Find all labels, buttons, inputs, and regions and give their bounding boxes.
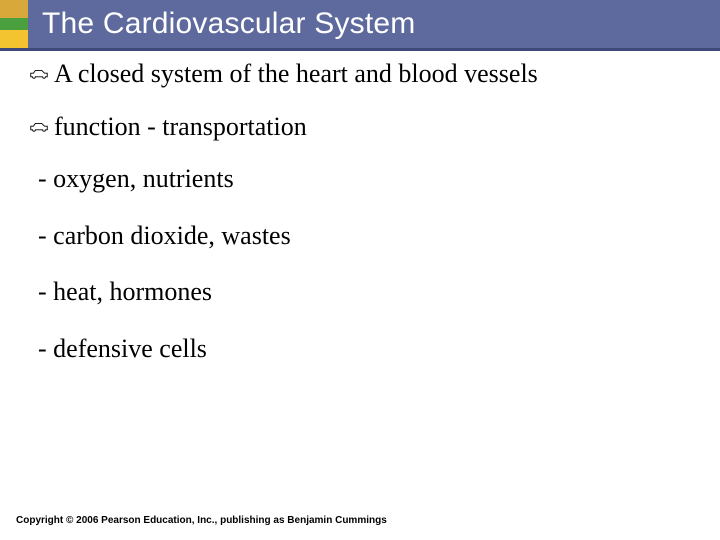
sub-item-1: - carbon dioxide, wastes [38, 220, 700, 253]
slide-content: A closed system of the heart and blood v… [28, 58, 700, 389]
title-bar: The Cardiovascular System [0, 0, 720, 48]
slide-title: The Cardiovascular System [0, 7, 415, 41]
sub-item-0: - oxygen, nutrients [38, 163, 700, 196]
car-icon [28, 117, 50, 139]
slide: The Cardiovascular System A closed syste… [0, 0, 720, 540]
bullet-text-0: A closed system of the heart and blood v… [54, 58, 700, 91]
copyright-footer: Copyright © 2006 Pearson Education, Inc.… [16, 515, 387, 526]
title-underline [0, 48, 720, 51]
sub-item-3: - defensive cells [38, 333, 700, 366]
bullet-text-1: function - transportation [54, 111, 700, 144]
sub-item-2: - heat, hormones [38, 276, 700, 309]
bullet-item-0: A closed system of the heart and blood v… [28, 58, 700, 91]
car-icon [28, 64, 50, 86]
bullet-item-1: function - transportation [28, 111, 700, 144]
